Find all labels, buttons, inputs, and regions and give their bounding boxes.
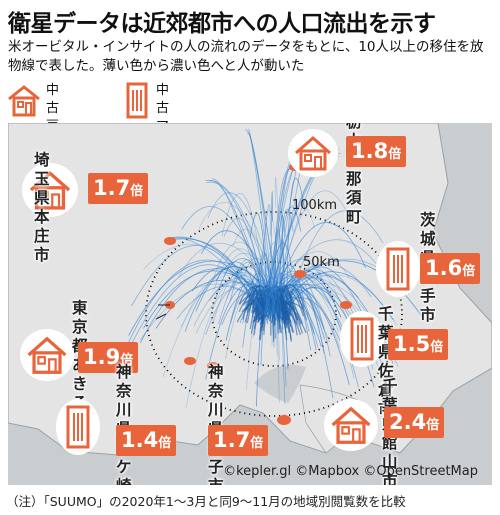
building-icon: [376, 241, 420, 297]
flow-arc: [281, 214, 287, 311]
flow-arc: [259, 298, 287, 335]
leader-lines: [155, 304, 170, 320]
ratio-badge: 1.7倍: [88, 173, 149, 204]
building-icon: [56, 399, 100, 455]
city-name: 神奈川県 逗子市: [208, 363, 224, 485]
flow-arc: [278, 209, 294, 309]
ring-label-100km: 100km: [292, 198, 338, 213]
ratio-badge: 1.6倍: [420, 253, 481, 284]
ratio-unit: 倍: [158, 436, 172, 451]
ratio-value: 1.4: [121, 428, 159, 452]
house-icon: [288, 129, 338, 177]
house-icon: [324, 399, 378, 451]
flow-arc: [167, 236, 263, 316]
ratio-value: 1.6: [425, 256, 463, 280]
flow-arc: [206, 181, 272, 316]
subtitle: 米オービタル・インサイトの人の流れのデータをもとに、10人以上の移住を放物線で表…: [8, 39, 484, 74]
flow-arc: [257, 290, 265, 323]
ratio-unit: 倍: [462, 264, 476, 279]
ratio-badge: 1.5倍: [388, 329, 449, 360]
house-icon: [22, 163, 78, 217]
ratio-unit: 倍: [430, 340, 444, 355]
flow-arc: [221, 193, 268, 316]
flow-arc: [132, 264, 260, 343]
ratio-badge: 1.4倍: [116, 425, 177, 456]
flow-arc: [286, 178, 306, 318]
flow-arc: [245, 129, 276, 316]
ratio-badge: 1.7倍: [208, 425, 269, 456]
flow-arc: [246, 284, 258, 314]
flow-arc: [281, 239, 286, 309]
flow-arc: [211, 178, 271, 316]
legend: 中古 戸建て 中古 マンション: [6, 80, 306, 206]
ratio-value: 1.7: [213, 428, 251, 452]
ring-label-50km: 50km: [303, 255, 340, 270]
flow-arc: [271, 205, 316, 323]
flow-arc: [272, 229, 282, 318]
ratio-value: 1.9: [83, 345, 121, 369]
building-icon: [126, 82, 148, 119]
ratio-value: 1.8: [351, 139, 389, 163]
city-name: 神奈川県 茅ケ崎市: [116, 363, 132, 485]
ratio-badge: 1.9倍: [78, 342, 139, 373]
flow-arc: [274, 206, 302, 310]
flow-arc: [208, 180, 273, 316]
ratio-value: 2.4: [389, 410, 427, 434]
ratio-unit: 倍: [426, 418, 440, 433]
map-credit: ©kepler.gl ©Mapbox ©OpenStreetMap: [223, 464, 478, 479]
flow-arc: [173, 238, 264, 316]
ratio-unit: 倍: [388, 147, 402, 162]
ratio-badge: 2.4倍: [384, 407, 445, 438]
destination-markers: [164, 163, 352, 425]
flow-arc: [274, 176, 284, 315]
city-name: 埼玉県本庄市: [34, 151, 50, 264]
page-title: 衛星データは近郊都市への人口流出を示す: [8, 11, 436, 37]
flow-arc: [247, 129, 275, 316]
flow-arc: [284, 210, 384, 320]
house-icon: [20, 329, 74, 381]
ratio-badge: 1.8倍: [346, 136, 407, 167]
ratio-value: 1.5: [393, 332, 431, 356]
ratio-unit: 倍: [250, 436, 264, 451]
building-icon: [340, 311, 384, 367]
flow-arc: [257, 204, 271, 313]
flow-arc: [288, 308, 307, 334]
flow-arc: [249, 213, 269, 309]
map: 100km 50km 栃木県那須町 1.8倍 埼玉県本庄市 1.7倍: [8, 123, 492, 485]
ratio-value: 1.7: [93, 176, 131, 200]
ratio-unit: 倍: [130, 184, 144, 199]
flow-arc: [271, 168, 293, 316]
ratio-unit: 倍: [120, 353, 134, 368]
flow-arc: [244, 293, 280, 323]
flow-arc: [170, 237, 267, 316]
house-icon: [8, 85, 40, 117]
footnote: （注）「SUUMO」の2020年1～3月と同9～11月の地域別閲覧数を比較: [6, 494, 406, 509]
flow-arc: [278, 271, 394, 321]
